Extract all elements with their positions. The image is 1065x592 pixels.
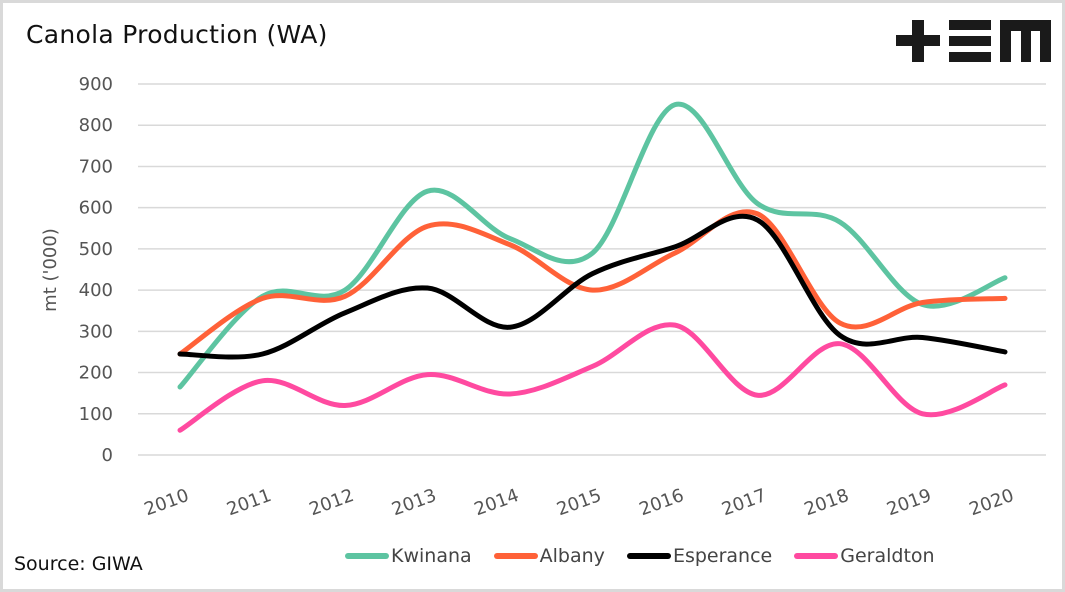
legend-label: Kwinana <box>391 545 472 567</box>
x-tick-label: 2012 <box>306 485 356 520</box>
logo-e-bottom <box>949 52 991 62</box>
legend-item-esperance: Esperance <box>626 545 773 567</box>
legend-label: Geraldton <box>840 545 935 567</box>
x-tick-label: 2017 <box>719 485 769 520</box>
legend-item-albany: Albany <box>493 545 605 567</box>
logo-e-middle <box>949 36 991 46</box>
chart-title: Canola Production (WA) <box>26 20 328 49</box>
legend-item-geraldton: Geraldton <box>794 545 935 567</box>
y-tick-label: 200 <box>79 363 113 384</box>
x-tick-label: 2011 <box>224 485 274 520</box>
legend: Kwinana Albany Esperance Geraldton <box>345 545 935 567</box>
legend-label: Esperance <box>672 545 773 567</box>
y-tick-label: 800 <box>79 115 113 136</box>
source-note: Source: GIWA <box>14 553 143 575</box>
x-tick-label: 2019 <box>884 485 934 520</box>
logo-e-top <box>949 20 991 30</box>
y-axis-label: mt ('000) <box>40 228 61 312</box>
y-tick-label: 0 <box>102 445 113 466</box>
y-tick-label: 400 <box>79 280 113 301</box>
series-line-esperance <box>177 213 1008 360</box>
legend-item-kwinana: Kwinana <box>345 545 472 567</box>
y-tick-label: 500 <box>79 239 113 260</box>
x-tick-labels: 2010 2011 2012 2013 2014 2015 2016 2017 2018 2019… <box>141 485 1016 520</box>
legend-swatch-geraldton <box>794 553 839 559</box>
legend-swatch-kwinana <box>345 553 389 559</box>
logo-plus-vertical <box>912 20 924 62</box>
series-line-geraldton <box>177 322 1008 433</box>
legend-swatch-esperance <box>626 553 671 559</box>
x-tick-label: 2016 <box>636 485 686 520</box>
y-tick-label: 100 <box>79 404 113 425</box>
y-tick-label: 300 <box>79 321 113 342</box>
y-tick-label: 700 <box>79 156 113 177</box>
x-tick-label: 2014 <box>471 485 521 520</box>
x-tick-label: 2013 <box>389 485 439 520</box>
series-line-kwinana <box>177 101 1008 390</box>
chart-frame <box>3 3 1062 589</box>
tem-logo <box>896 20 1051 62</box>
y-tick-label: 900 <box>79 74 113 95</box>
y-tick-labels: 0 100 200 300 400 500 600 700 800 900 <box>79 74 113 466</box>
legend-swatch-albany <box>493 553 538 559</box>
x-tick-label: 2020 <box>966 485 1016 520</box>
x-tick-label: 2018 <box>801 485 851 520</box>
legend-label: Albany <box>539 545 605 567</box>
series-line-albany <box>177 209 1008 357</box>
series-lines <box>177 101 1008 433</box>
x-tick-label: 2015 <box>554 485 604 520</box>
x-tick-label: 2010 <box>141 485 191 520</box>
y-tick-label: 600 <box>79 198 113 219</box>
logo-m <box>1000 20 1051 62</box>
gridlines <box>138 83 1046 456</box>
